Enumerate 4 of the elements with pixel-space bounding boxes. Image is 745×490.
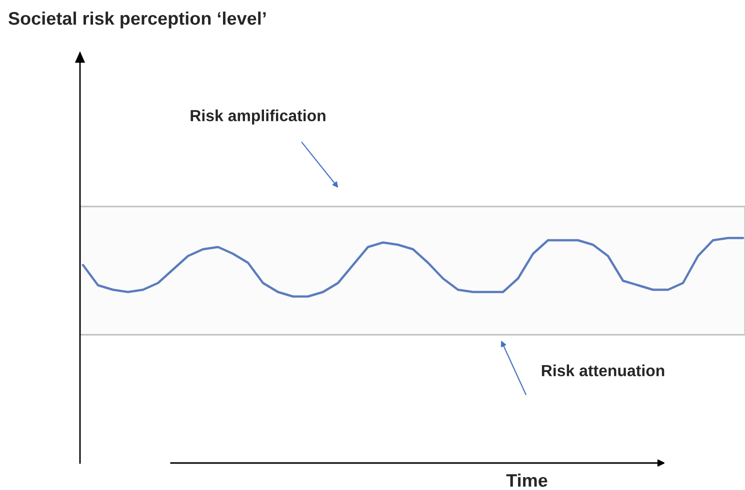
annotation: Risk attenuation [542, 364, 664, 376]
x-axis-title: Time [506, 474, 548, 487]
chart-title: Societal risk perception ‘level’ [8, 12, 266, 28]
text: Risk amplification [190, 110, 326, 124]
